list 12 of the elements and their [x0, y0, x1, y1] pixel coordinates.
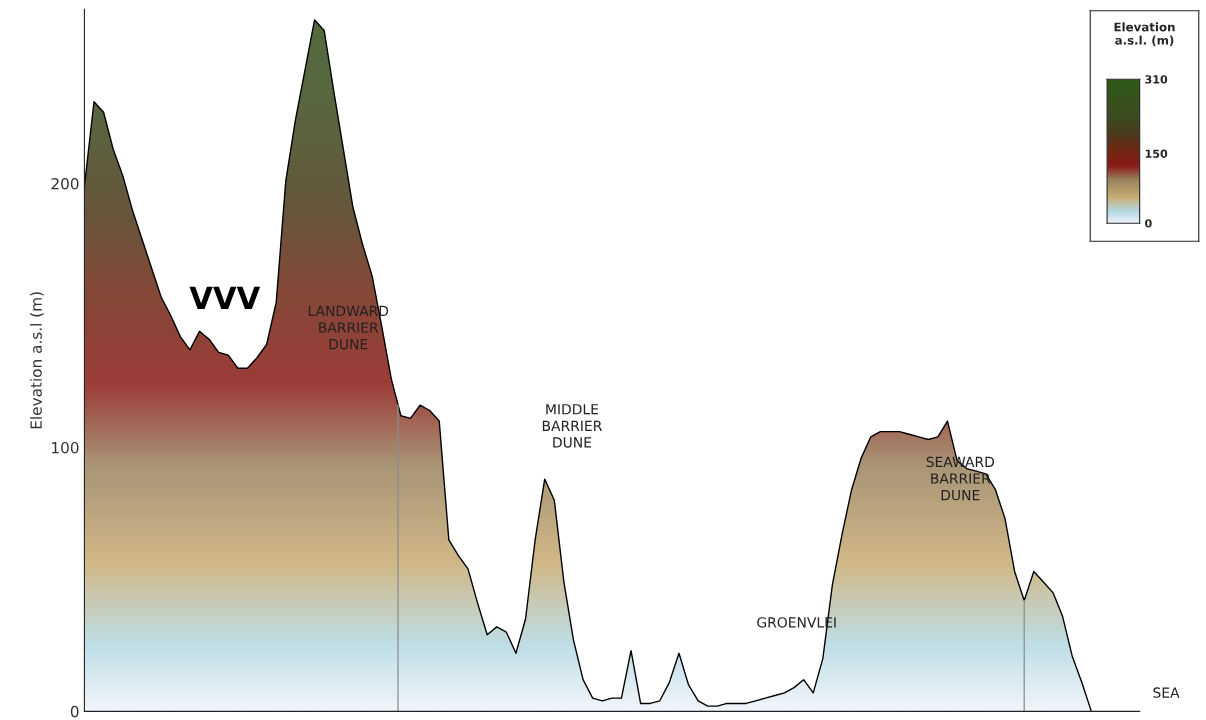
y-axis-title: Elevation a.s.l (m)	[30, 292, 44, 429]
color-bar-title: Elevation a.s.l. (m)	[1114, 22, 1175, 47]
y-tick-label: 200	[51, 178, 79, 190]
annotation: VVV	[189, 286, 261, 310]
color-bar-label: 310	[1145, 75, 1168, 84]
text: SEA	[1153, 687, 1180, 698]
y-tick-label: 100	[52, 441, 79, 454]
y-tick-label: 0	[70, 705, 79, 718]
annotation: SEAWARD BARRIER DUNE	[926, 456, 995, 501]
color-bar-label: 150	[1145, 149, 1168, 158]
annotation: MIDDLE BARRIER DUNE	[542, 404, 602, 448]
color-bar-label: 0	[1145, 219, 1152, 228]
